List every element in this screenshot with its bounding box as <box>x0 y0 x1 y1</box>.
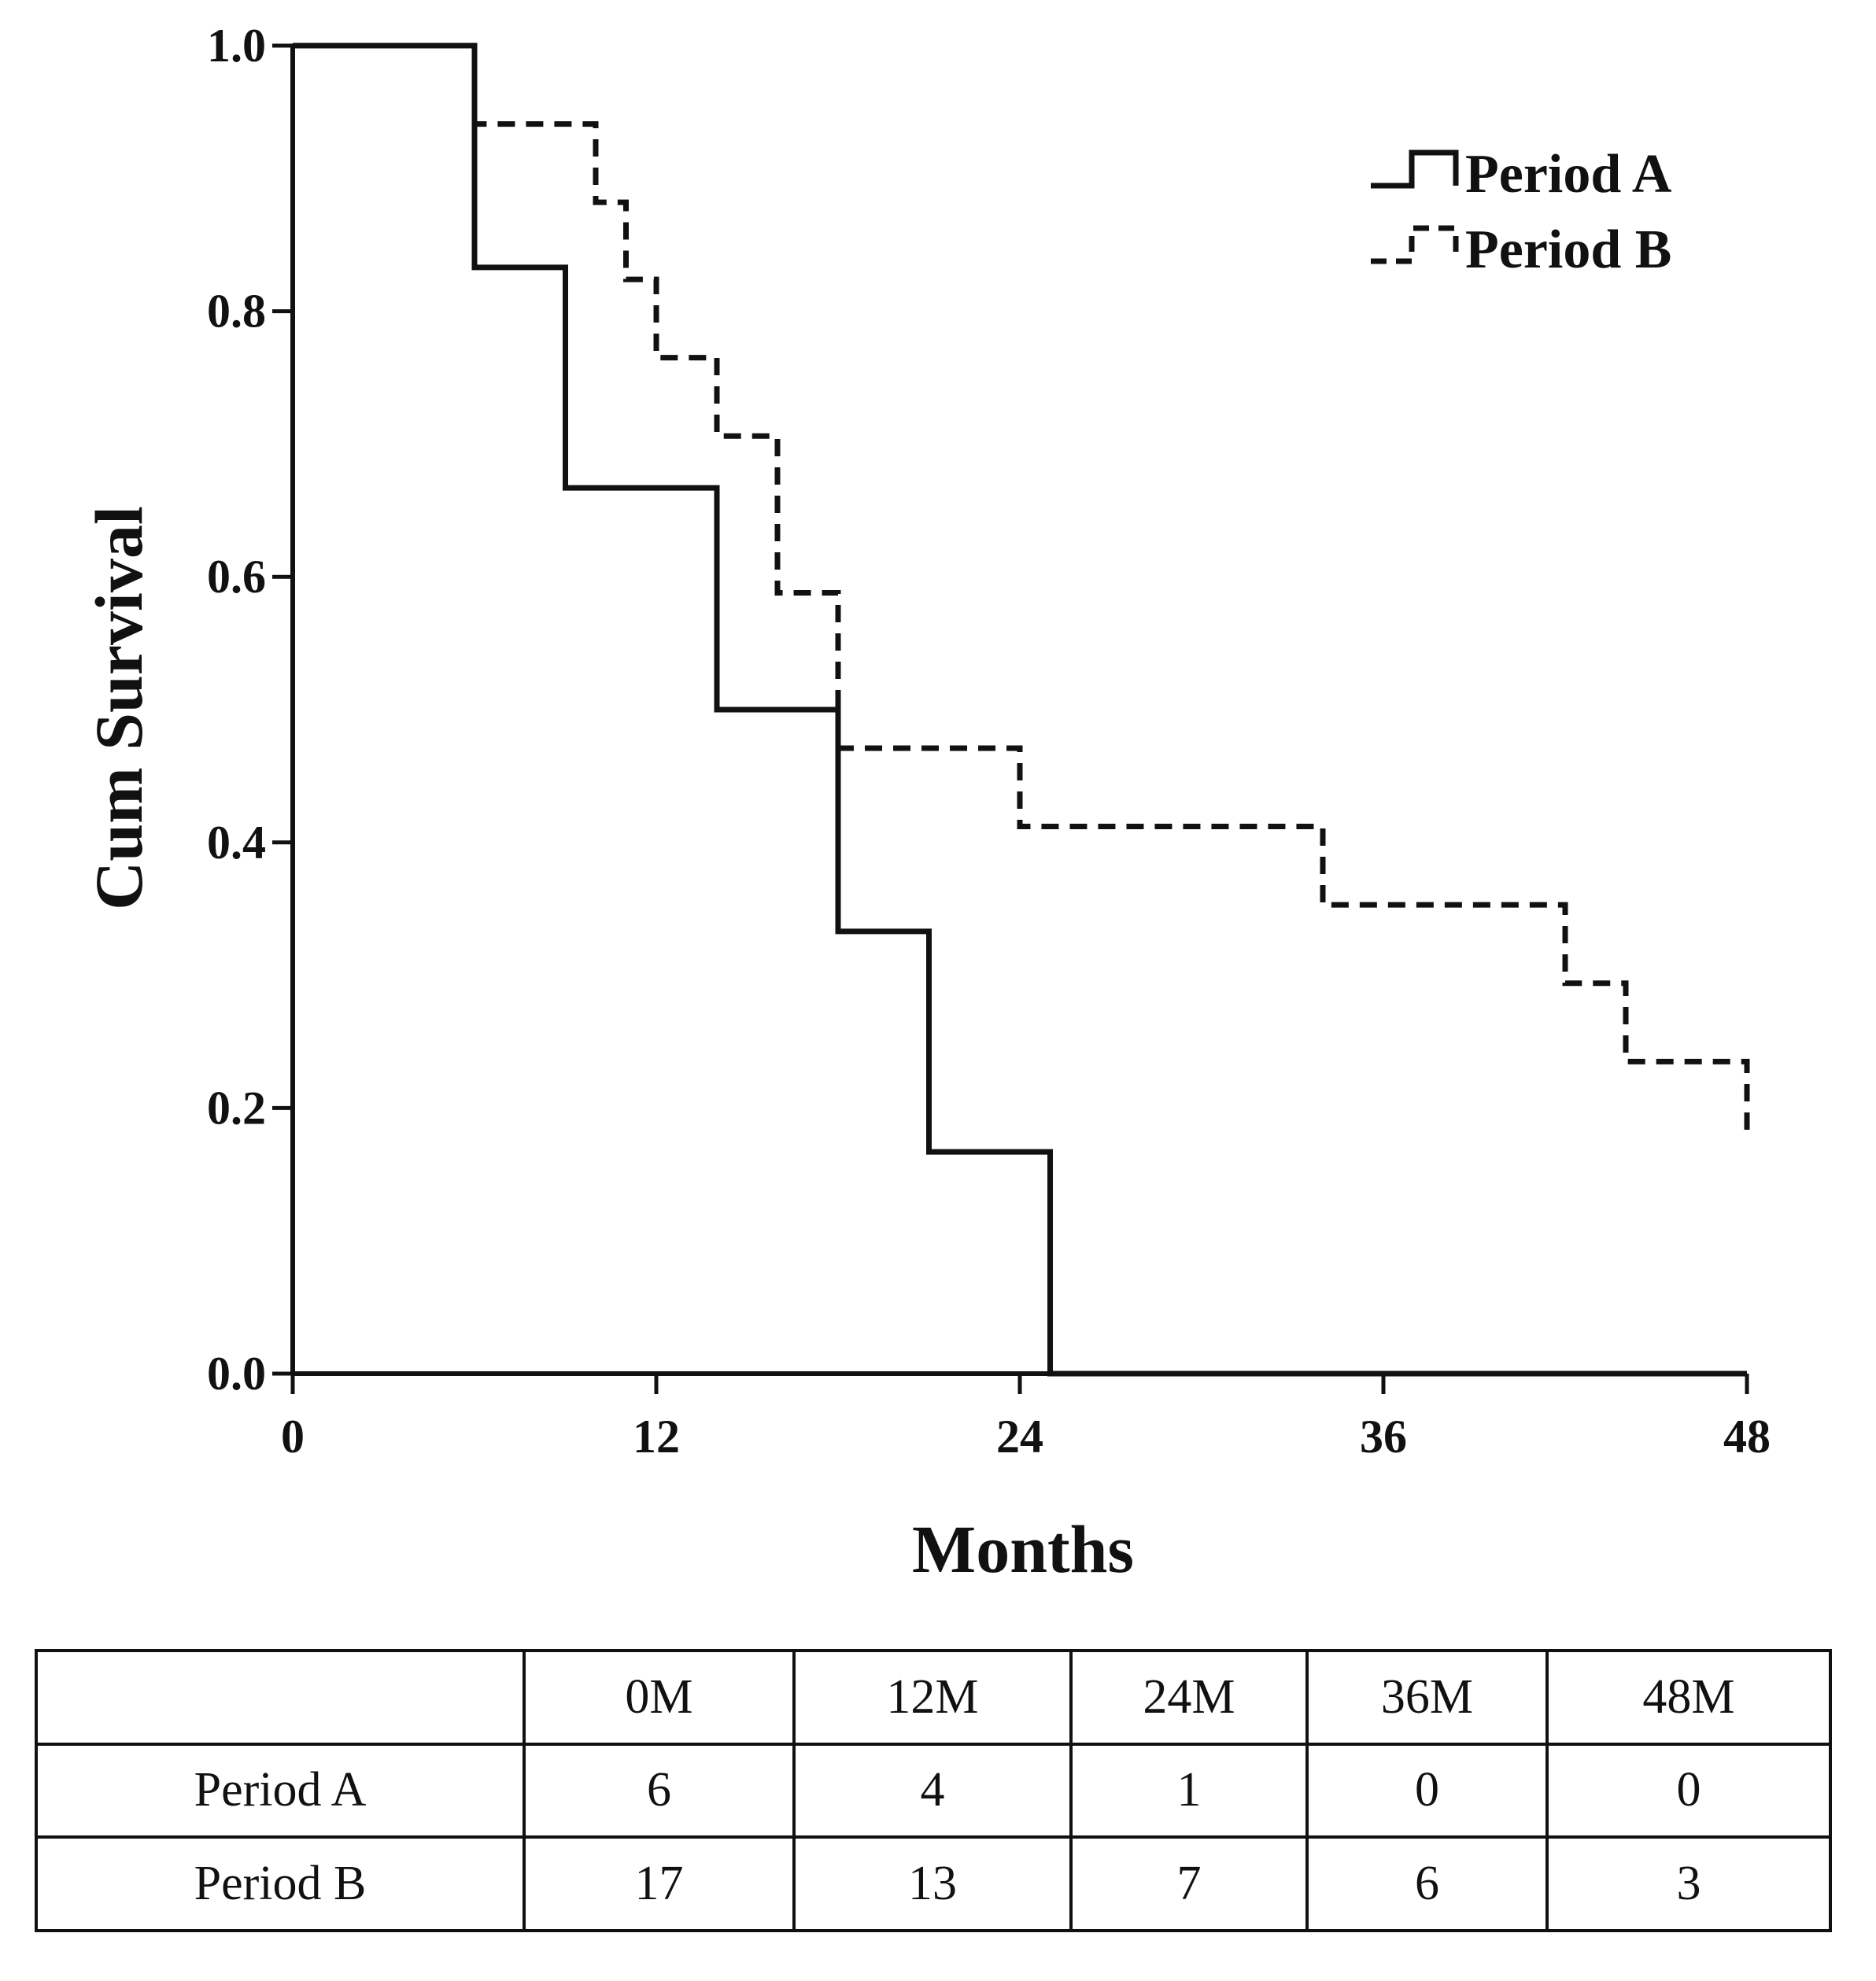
series-line-period-a <box>293 42 1747 1377</box>
legend: Period A Period B <box>1371 144 1672 280</box>
table-row-label: Period B <box>35 1835 526 1932</box>
table-cell: 4 <box>792 1742 1073 1839</box>
legend-label: Period B <box>1465 219 1671 280</box>
table-cell: 0 <box>1545 1742 1832 1839</box>
legend-swatch <box>1371 225 1459 264</box>
x-tick-label: 24 <box>996 1411 1043 1463</box>
legend-label: Period A <box>1465 144 1672 205</box>
table-cell: 0 <box>1305 1742 1549 1839</box>
x-tick-label: 48 <box>1723 1411 1771 1463</box>
table-cell: 17 <box>523 1835 796 1932</box>
y-tick-label: 1.0 <box>207 20 266 72</box>
y-tick-label: 0.2 <box>207 1082 266 1134</box>
number-at-risk-table: 0M 12M 24M 36M 48M Period A 6 4 1 0 0 Pe… <box>35 1649 1832 1932</box>
table-cell: 6 <box>1305 1835 1549 1932</box>
y-tick-label: 0.0 <box>207 1348 266 1400</box>
y-tick-label: 0.8 <box>207 286 266 338</box>
table-header-cell: 48M <box>1545 1649 1832 1746</box>
y-axis-title: Cum Survival <box>81 506 157 910</box>
table-cell: 6 <box>523 1742 796 1839</box>
x-axis-title: Months <box>912 1511 1134 1587</box>
series-line-period-b <box>293 42 1750 1140</box>
table-cell: 13 <box>792 1835 1073 1932</box>
table-row: Period B 17 13 7 6 3 <box>35 1835 1832 1932</box>
table-cell: 7 <box>1069 1835 1309 1932</box>
x-tick-label: 12 <box>633 1411 680 1463</box>
table-header-cell: 24M <box>1069 1649 1309 1746</box>
y-tick-label: 0.6 <box>207 551 266 603</box>
survival-chart: 0 12 24 36 48 0.0 0.2 0.4 0.6 0.8 1.0 Cum Survival… <box>81 20 1771 1587</box>
table-row-label: Period A <box>35 1742 526 1839</box>
table-row: Period A 6 4 1 0 0 <box>35 1742 1832 1839</box>
table-header-cell: 0M <box>523 1649 796 1746</box>
table-header-row: 0M 12M 24M 36M 48M <box>35 1649 1832 1746</box>
y-tick-label: 0.4 <box>207 817 266 869</box>
plot-lines <box>293 42 1750 1377</box>
table-cell: 3 <box>1545 1835 1832 1932</box>
axes: 0 12 24 36 48 0.0 0.2 0.4 0.6 0.8 1.0 <box>207 20 1771 1463</box>
x-tick-label: 36 <box>1360 1411 1407 1463</box>
table-corner-cell <box>35 1649 526 1746</box>
x-tick-label: 0 <box>281 1411 305 1463</box>
legend-swatch <box>1371 149 1459 189</box>
table-header-cell: 12M <box>792 1649 1073 1746</box>
table-cell: 1 <box>1069 1742 1309 1839</box>
table-header-cell: 36M <box>1305 1649 1549 1746</box>
